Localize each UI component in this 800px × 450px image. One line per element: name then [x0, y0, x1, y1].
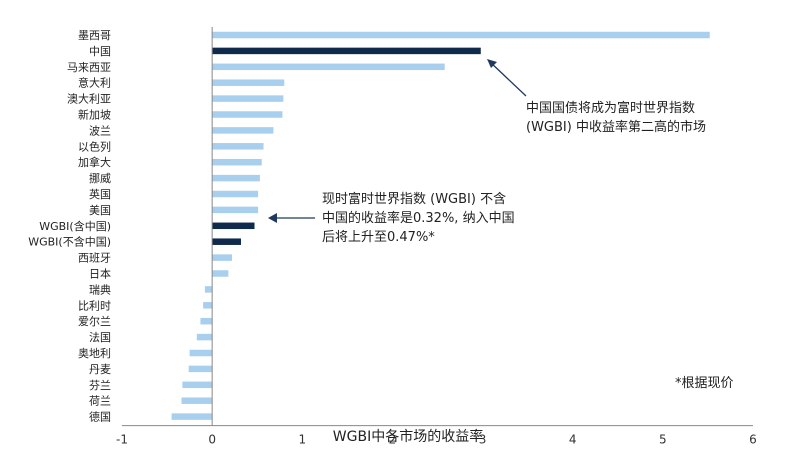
bar: [212, 143, 264, 150]
category-label: 新加坡: [78, 108, 111, 122]
category-label: 美国: [89, 204, 111, 217]
bar: [204, 286, 213, 293]
category-label: 芬兰: [89, 379, 111, 392]
bar: [189, 349, 213, 357]
bar: [212, 63, 445, 71]
category-label: 爱尔兰: [78, 315, 111, 328]
x-tick-label: 4: [569, 433, 577, 447]
category-label: 西班牙: [78, 252, 111, 265]
category-label: 瑞典: [89, 282, 111, 296]
category-label: 荷兰: [89, 395, 111, 408]
category-label: 澳大利亚: [67, 92, 111, 106]
bar: [212, 111, 283, 118]
category-label: 墨西哥: [78, 29, 111, 42]
annotation-wgbi-arrowhead: [268, 213, 277, 223]
bar: [212, 238, 241, 245]
annotation-china-text-2: (WGBI) 中收益率第二高的市场: [526, 119, 706, 135]
x-tick-label: 5: [659, 433, 667, 447]
bar: [188, 365, 213, 373]
category-label: WGBI(不含中国): [28, 235, 111, 249]
bar: [196, 333, 213, 341]
category-label: 法国: [89, 330, 111, 344]
category-label: 比利时: [78, 299, 111, 312]
category-label: 加拿大: [78, 155, 111, 169]
bars: [171, 31, 710, 420]
bar: [212, 254, 232, 261]
category-label: 德国: [89, 410, 111, 424]
bar: [212, 127, 274, 134]
category-label: 马来西亚: [67, 61, 111, 74]
category-label: 日本: [89, 267, 111, 281]
annotation-wgbi-text-2: 中国的收益率是0.32%, 纳入中国: [322, 210, 515, 226]
annotation-china-arrow: [488, 60, 527, 97]
x-tick-label: 3: [479, 433, 487, 447]
bar: [181, 397, 213, 404]
footnote: *根据现价: [675, 376, 734, 391]
bar: [212, 222, 255, 230]
category-label: 丹麦: [89, 363, 111, 376]
bar: [212, 47, 481, 55]
category-label: 以色列: [78, 139, 111, 153]
x-tick-label: 2: [389, 433, 397, 447]
category-label: 英国: [89, 187, 111, 201]
category-label: 奥地利: [78, 346, 111, 360]
bar: [212, 95, 284, 102]
x-axis-title: WGBI中各市场的收益率: [333, 428, 483, 445]
category-label: 波兰: [89, 124, 111, 137]
annotation-wgbi: 现时富时世界指数 (WGBI) 不含 中国的收益率是0.32%, 纳入中国 后将…: [268, 191, 515, 245]
bar: [182, 381, 213, 389]
bar: [212, 270, 229, 277]
bar: [200, 317, 213, 325]
category-label: 意大利: [78, 76, 111, 90]
annotation-wgbi-text-3: 后将上升至0.47%*: [322, 230, 435, 245]
annotation-china: 中国国债将成为富时世界指数 (WGBI) 中收益率第二高的市场: [487, 59, 706, 135]
bar: [212, 174, 260, 182]
annotation-wgbi-text-1: 现时富时世界指数 (WGBI) 不含: [322, 191, 506, 207]
bar: [212, 190, 259, 198]
x-tick-label: 1: [298, 433, 306, 447]
annotation-china-text-1: 中国国债将成为富时世界指数: [526, 100, 695, 116]
x-tick-label: 0: [208, 433, 216, 447]
category-label: WGBI(含中国): [39, 219, 111, 233]
bar: [171, 413, 213, 420]
category-label: 挪威: [89, 171, 111, 185]
bar: [212, 31, 710, 39]
bar: [212, 79, 285, 86]
category-label: 中国: [89, 45, 111, 58]
x-tick-labels: -1 0 1 2 3 4 5 6: [116, 433, 757, 447]
bar: [203, 302, 213, 309]
annotation-china-arrowhead: [487, 59, 497, 68]
x-tick-label: 6: [749, 433, 757, 447]
x-tick-label: -1: [116, 433, 128, 447]
bar: [212, 158, 262, 166]
bar: [212, 206, 259, 214]
